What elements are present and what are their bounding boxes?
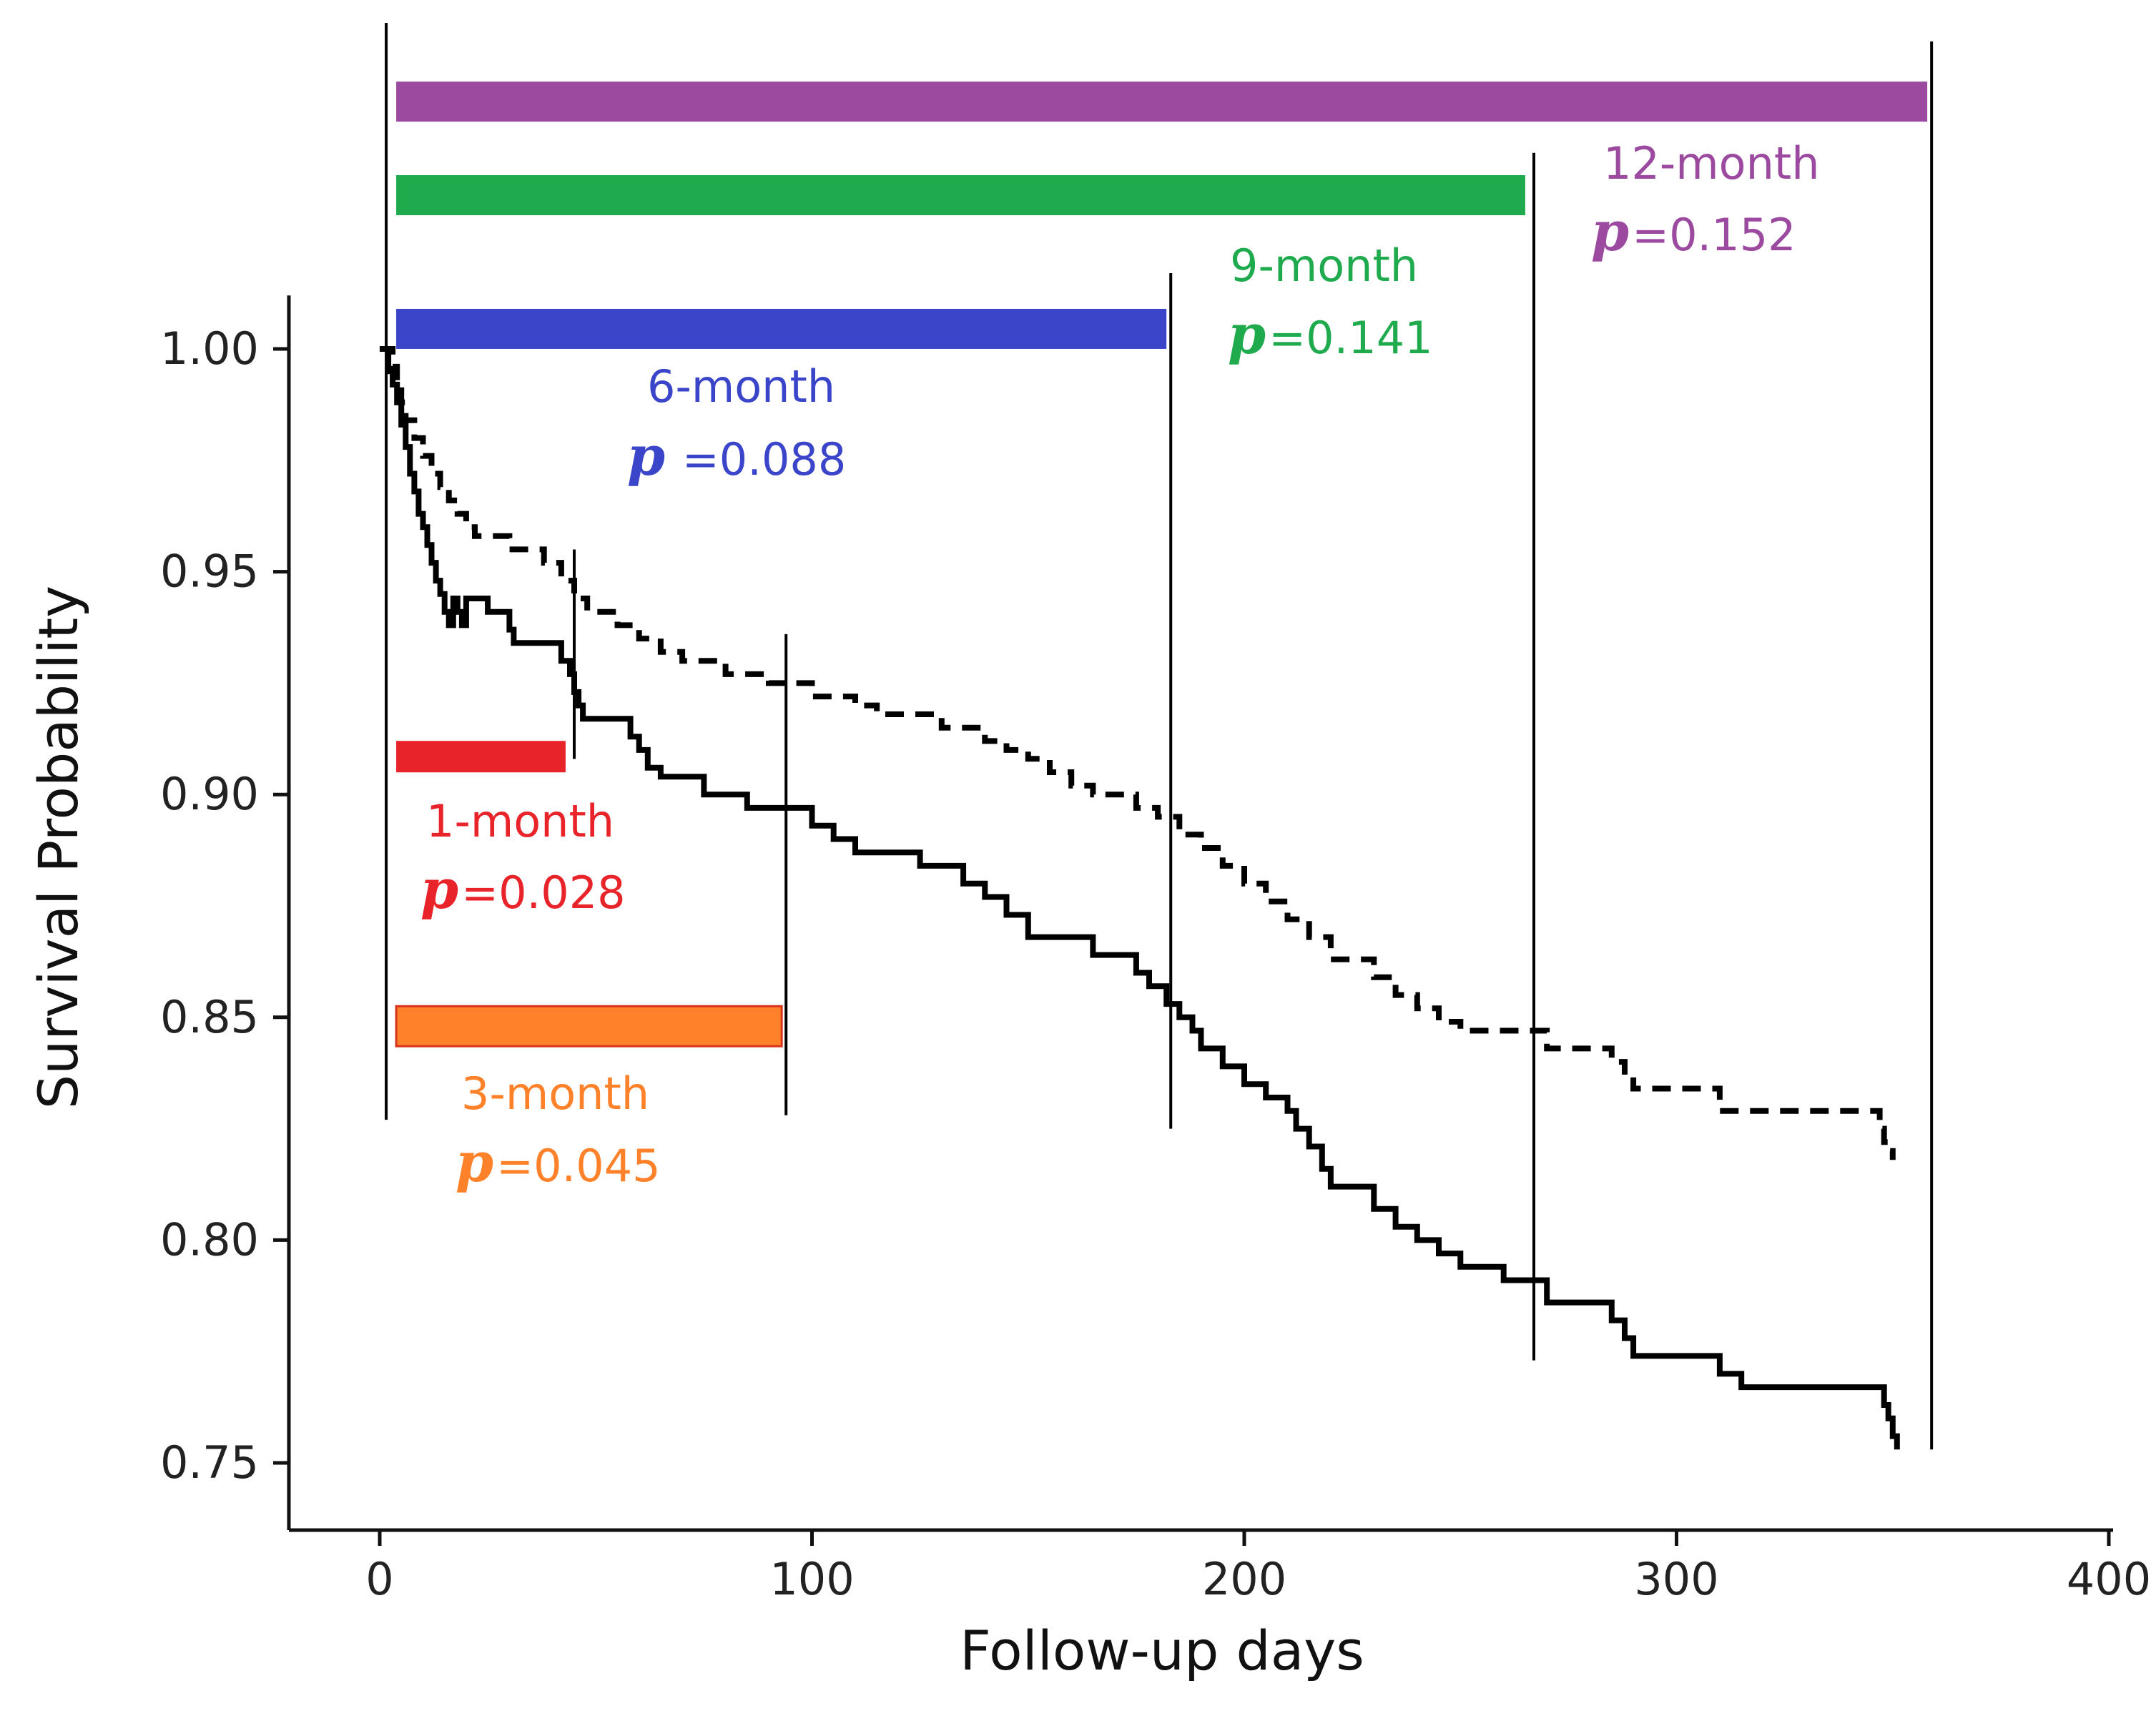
p-symbol: p — [420, 857, 458, 921]
y-tick-label: 1.00 — [160, 322, 259, 375]
x-tick-label: 300 — [1634, 1553, 1718, 1605]
y-tick-label: 0.90 — [160, 768, 259, 820]
p-symbol: p — [627, 424, 665, 488]
p-value-number: =0.028 — [461, 867, 625, 919]
survival-curve-solid — [380, 346, 1900, 1450]
period-label-6-month: 6-month — [647, 360, 835, 413]
p-value-number: =0.088 — [668, 433, 846, 485]
x-tick-label: 200 — [1202, 1553, 1286, 1605]
period-bar-1-month — [396, 741, 566, 773]
p-value-6-month: p =0.088 — [627, 424, 846, 488]
period-label-9-month: 9-month — [1230, 240, 1418, 292]
p-symbol: p — [1591, 199, 1629, 263]
period-bar-6-month — [396, 308, 1167, 349]
p-value-1-month: p=0.028 — [420, 857, 626, 921]
p-value-3-month: p=0.045 — [456, 1130, 661, 1194]
y-tick-label: 0.85 — [160, 991, 259, 1043]
p-value-number: =0.141 — [1269, 312, 1432, 364]
series-layer — [380, 346, 1900, 1450]
x-tick-label: 100 — [769, 1553, 854, 1605]
p-symbol: p — [1228, 302, 1266, 366]
axes — [273, 295, 2113, 1546]
period-bar-9-month — [396, 174, 1525, 215]
p-value-number: =0.152 — [1632, 209, 1796, 261]
y-tick-label: 0.75 — [160, 1436, 259, 1489]
y-axis-title: Survival Probability — [26, 586, 90, 1109]
p-value-12-month: p=0.152 — [1591, 199, 1796, 263]
labels: 1.00 0.95 0.90 0.85 0.80 0.75 0 100 200 300 400 1-m… — [160, 137, 2151, 1605]
p-value-number: =0.045 — [496, 1140, 660, 1192]
period-label-12-month: 12-month — [1603, 137, 1820, 189]
x-axis-title: Follow-up days — [960, 1619, 1364, 1682]
y-tick-label: 0.95 — [160, 546, 259, 598]
period-label-3-month: 3-month — [461, 1067, 649, 1120]
survival-curve-dashed — [380, 346, 1896, 1160]
p-value-9-month: p=0.141 — [1228, 302, 1433, 366]
period-label-1-month: 1-month — [426, 795, 614, 847]
period-bar-12-month — [396, 82, 1928, 122]
x-tick-label: 400 — [2067, 1553, 2151, 1605]
p-symbol: p — [456, 1130, 493, 1194]
period-layer — [385, 23, 1934, 1450]
x-tick-label: 0 — [365, 1553, 393, 1605]
period-bar-3-month — [395, 1005, 783, 1047]
y-tick-label: 0.80 — [160, 1213, 259, 1266]
